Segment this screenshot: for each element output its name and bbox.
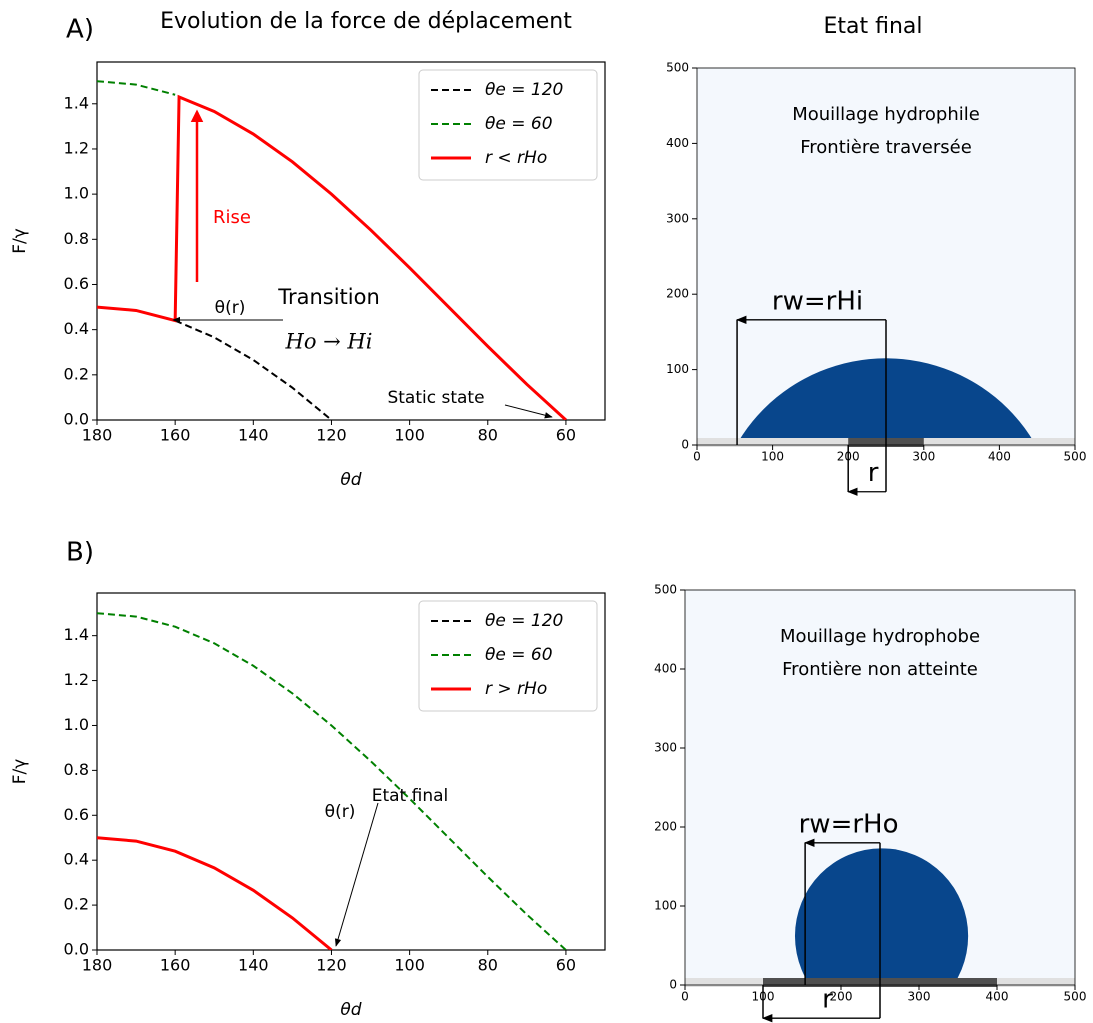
x-tick-label: 160 <box>160 956 191 975</box>
y-tick-label: 100 <box>666 362 689 376</box>
image-text: Mouillage hydrophile <box>792 104 980 125</box>
x-tick-label: 400 <box>986 990 1009 1004</box>
y-tick-label: 0.2 <box>64 895 89 914</box>
x-tick-label: 180 <box>82 956 113 975</box>
x-axis-label: θd <box>340 470 361 490</box>
y-tick-label: 400 <box>666 136 689 150</box>
annotation: Etat final <box>372 786 449 806</box>
legend-label: θe = 60 <box>485 645 553 665</box>
y-tick-label: 0.4 <box>64 319 89 338</box>
x-tick-label: 80 <box>478 426 498 445</box>
annotation: θ(r) <box>215 298 246 318</box>
y-axis-label: F/γ <box>10 228 30 254</box>
y-tick-label: 100 <box>654 899 677 913</box>
y-axis-label: F/γ <box>10 759 30 785</box>
axes-frame <box>96 592 606 951</box>
y-tick-label: 0.4 <box>64 850 89 869</box>
axes-frame <box>696 67 1076 446</box>
image-text: Mouillage hydrophobe <box>780 626 980 647</box>
legend-box <box>418 69 598 181</box>
y-tick-label: 300 <box>654 741 677 755</box>
x-tick-label: 400 <box>988 450 1011 464</box>
y-tick-label: 0.8 <box>64 760 89 779</box>
legend-label: θe = 120 <box>485 611 563 631</box>
x-tick-label: 60 <box>556 426 576 445</box>
x-axis-label: θd <box>340 1000 361 1020</box>
x-tick-label: 120 <box>316 956 347 975</box>
y-tick-label: 0.0 <box>64 410 89 429</box>
y-tick-label: 400 <box>654 662 677 676</box>
legend-label: r < rHo <box>485 148 547 168</box>
annotation: Ho → Hi <box>285 330 373 354</box>
y-tick-label: 0.2 <box>64 364 89 383</box>
y-tick-label: 0 <box>681 438 689 452</box>
x-tick-label: 140 <box>238 956 269 975</box>
panel-label: B) <box>66 538 94 568</box>
y-tick-label: 200 <box>654 820 677 834</box>
x-tick-label: 0 <box>681 990 689 1004</box>
annotation: Rise <box>213 207 251 228</box>
droplet <box>795 848 969 985</box>
x-tick-label: 500 <box>1064 990 1087 1004</box>
chart-title: Evolution de la force de déplacement <box>160 9 572 34</box>
x-tick-label: 100 <box>394 956 425 975</box>
x-tick-label: 140 <box>238 426 269 445</box>
y-tick-label: 0.6 <box>64 274 89 293</box>
x-tick-label: 0 <box>693 450 701 464</box>
line-series <box>97 836 333 950</box>
legend-label: r > rHo <box>485 679 547 699</box>
y-tick-label: 0 <box>669 978 677 992</box>
legend-box <box>418 600 598 712</box>
x-tick-label: 100 <box>394 426 425 445</box>
annotation-arrow <box>504 404 553 419</box>
line-series <box>97 94 567 420</box>
x-tick-label: 120 <box>316 426 347 445</box>
y-tick-label: 200 <box>666 287 689 301</box>
legend-label: θe = 60 <box>485 114 553 134</box>
panel-label: A) <box>66 15 94 45</box>
line-series <box>97 612 567 950</box>
y-tick-label: 0.6 <box>64 805 89 824</box>
x-tick-label: 300 <box>912 450 935 464</box>
dimension-label: rw=rHo <box>799 809 899 839</box>
line-series <box>174 319 333 420</box>
image-text: Frontière traversée <box>800 137 972 158</box>
y-tick-label: 300 <box>666 211 689 225</box>
x-tick-label: 160 <box>160 426 191 445</box>
y-tick-label: 1.0 <box>64 184 89 203</box>
x-tick-label: 100 <box>761 450 784 464</box>
x-tick-label: 80 <box>478 956 498 975</box>
annotation: θ(r) <box>325 802 356 822</box>
x-tick-label: 60 <box>556 956 576 975</box>
x-tick-label: 300 <box>908 990 931 1004</box>
axes-frame <box>96 61 606 421</box>
x-tick-label: 200 <box>830 990 853 1004</box>
y-tick-label: 1.4 <box>64 625 89 644</box>
x-tick-label: 100 <box>752 990 775 1004</box>
legend-label: θe = 120 <box>485 80 563 100</box>
chart-title: Etat final <box>823 14 922 39</box>
y-tick-label: 0.0 <box>64 940 89 959</box>
y-tick-label: 0.8 <box>64 229 89 248</box>
line-series <box>97 80 176 96</box>
x-tick-label: 500 <box>1064 450 1087 464</box>
x-tick-label: 180 <box>82 426 113 445</box>
y-tick-label: 500 <box>666 61 689 75</box>
line-series <box>97 836 333 950</box>
dimension-label: r <box>822 985 833 1015</box>
y-tick-label: 1.4 <box>64 93 89 112</box>
y-tick-label: 1.2 <box>64 670 89 689</box>
axes-frame <box>684 589 1076 986</box>
y-tick-label: 1.2 <box>64 138 89 157</box>
dimension-label: r <box>868 458 879 488</box>
annotation: Transition <box>277 285 380 309</box>
y-tick-label: 1.0 <box>64 715 89 734</box>
dimension-label: rw=rHi <box>772 286 863 316</box>
image-text: Frontière non atteinte <box>782 659 978 680</box>
annotation-arrow <box>334 802 379 947</box>
annotation: Static state <box>387 388 484 408</box>
y-tick-label: 500 <box>654 583 677 597</box>
x-tick-label: 200 <box>837 450 860 464</box>
